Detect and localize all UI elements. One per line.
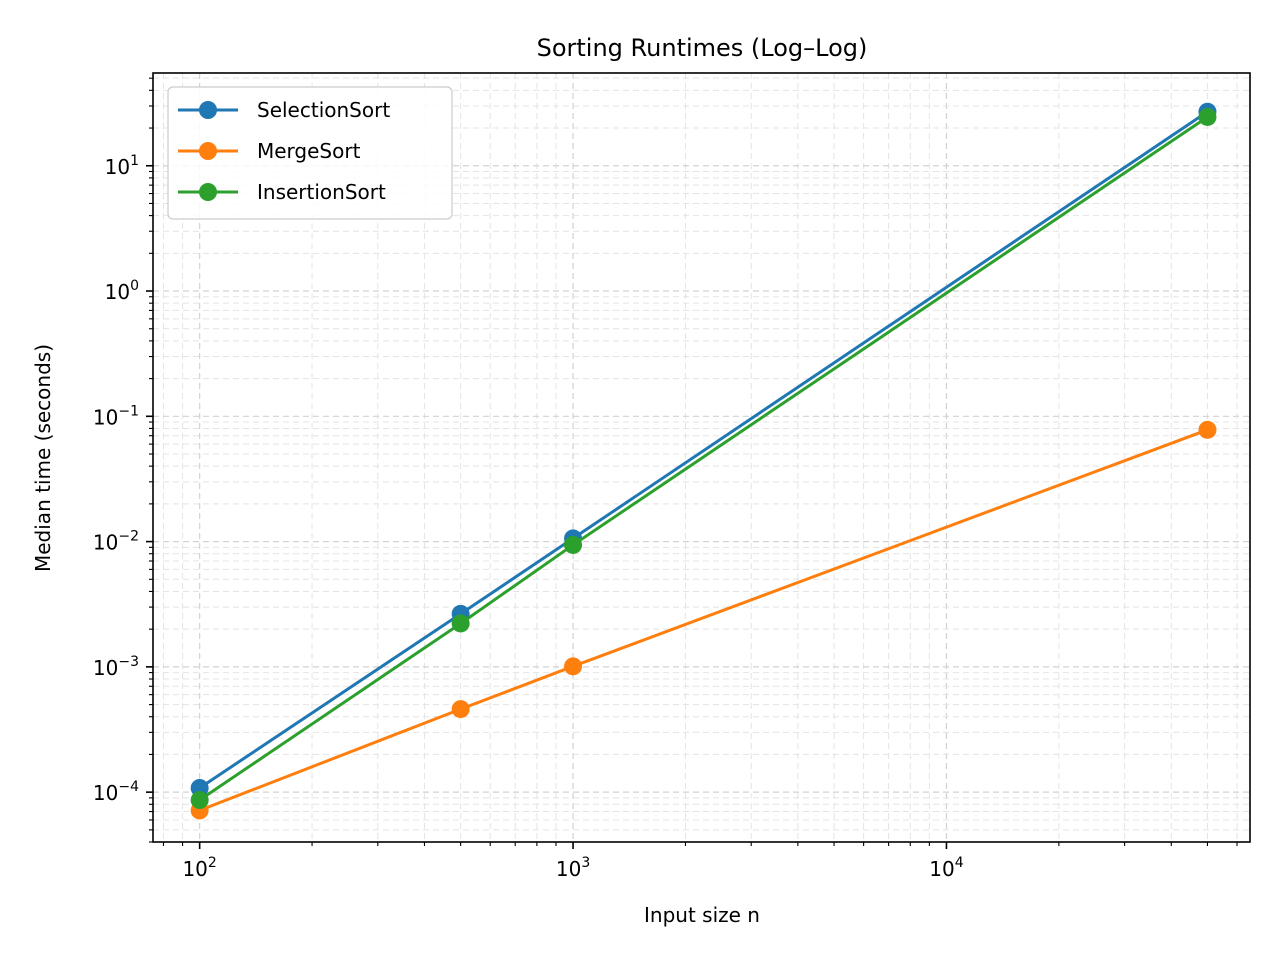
legend-item-insertionsort: InsertionSort — [178, 180, 386, 204]
y-tick-label-base: 10 — [93, 781, 118, 805]
y-tick-label-exponent: −2 — [118, 529, 139, 545]
legend-box — [167, 86, 453, 220]
data-point-mergesort — [564, 657, 583, 676]
grid — [153, 73, 1250, 843]
data-point-insertionsort — [451, 614, 470, 633]
y-tick-label-exponent: −1 — [118, 403, 139, 419]
x-axis-label: Input size n — [644, 903, 760, 927]
legend-item-selectionsort: SelectionSort — [178, 98, 390, 122]
x-tick-label: 103 — [556, 855, 590, 881]
x-tick-label: 104 — [929, 855, 963, 881]
y-tick-label: 101 — [105, 153, 139, 179]
series-mergesort — [190, 420, 1217, 820]
x-tick-label-base: 10 — [556, 857, 581, 881]
data-point-insertionsort — [1198, 107, 1217, 126]
legend-marker-mergesort — [199, 142, 217, 160]
x-tick-label: 102 — [182, 855, 216, 881]
y-tick-label: 10−1 — [93, 403, 139, 429]
data-point-insertionsort — [564, 535, 583, 554]
data-point-insertionsort — [190, 791, 209, 810]
x-tick-label-exponent: 3 — [581, 855, 590, 871]
series-line-selectionsort — [198, 110, 1209, 790]
y-tick-label-exponent: 1 — [130, 153, 139, 169]
x-tick-label-base: 10 — [182, 857, 207, 881]
data-point-mergesort — [1198, 420, 1217, 439]
x-tick-label-exponent: 4 — [955, 855, 964, 871]
legend-label-selectionsort: SelectionSort — [257, 98, 390, 122]
legend-label-insertionsort: InsertionSort — [257, 180, 386, 204]
legend: SelectionSort MergeSort InsertionSort — [167, 86, 453, 220]
y-tick-label-exponent: −4 — [118, 779, 139, 795]
legend-marker-insertionsort — [199, 183, 217, 201]
series-insertionsort — [190, 107, 1217, 810]
series-layer — [190, 102, 1217, 820]
series-line-mergesort — [199, 428, 1208, 812]
x-tick-label-base: 10 — [929, 857, 954, 881]
y-tick-label-base: 10 — [93, 531, 118, 555]
x-tick-label-exponent: 2 — [208, 855, 217, 871]
y-tick-label-base: 10 — [93, 656, 118, 680]
y-tick-label-exponent: −3 — [118, 654, 139, 670]
y-axis-label: Median time (seconds) — [31, 344, 55, 572]
y-tick-label-exponent: 0 — [130, 278, 139, 294]
y-tick-label-base: 10 — [93, 405, 118, 429]
data-point-mergesort — [451, 700, 470, 719]
series-line-insertionsort — [198, 115, 1209, 802]
y-tick-label: 10−3 — [93, 654, 139, 680]
y-tick-label-base: 10 — [105, 280, 130, 304]
chart-title: Sorting Runtimes (Log–Log) — [537, 34, 868, 62]
y-tick-label: 100 — [105, 278, 139, 304]
plot-frame — [152, 72, 1251, 843]
y-tick-label: 10−4 — [93, 779, 139, 805]
legend-item-mergesort: MergeSort — [178, 139, 361, 163]
y-tick-label-base: 10 — [105, 155, 130, 179]
legend-label-mergesort: MergeSort — [257, 139, 361, 163]
y-tick-label: 10−2 — [93, 529, 139, 555]
legend-marker-selectionsort — [199, 101, 217, 119]
